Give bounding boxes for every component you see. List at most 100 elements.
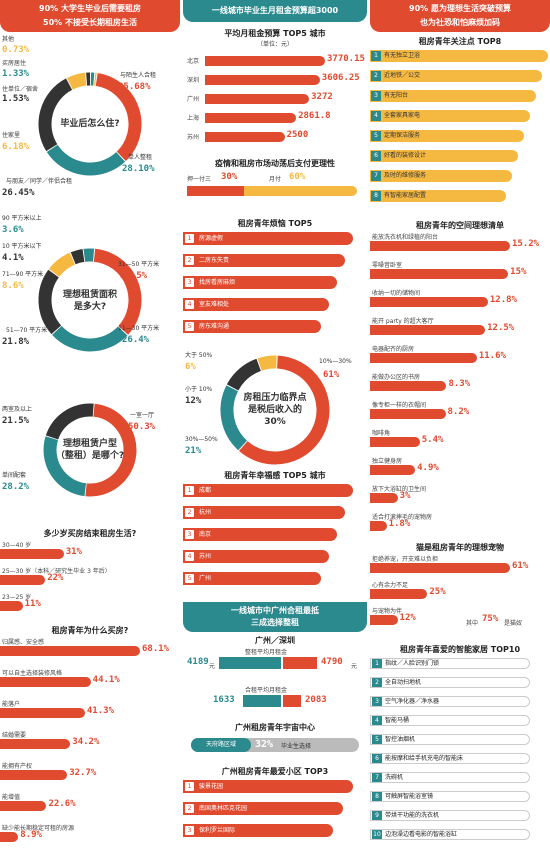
rank-label: 成都 <box>199 487 212 494</box>
donut-slice <box>226 358 262 391</box>
budget-bar <box>205 132 285 142</box>
rank-number: 10 <box>372 830 382 839</box>
donut-center-text: 理想租赁面积 是多大? <box>40 289 140 313</box>
bar-value: 32.7% <box>69 768 97 778</box>
pet-note-value: 75% <box>482 614 499 624</box>
bar-value: 15% <box>510 267 527 277</box>
pet-bar <box>370 589 428 599</box>
bar-label: 零噪音卧室 <box>372 262 403 269</box>
estate-title: 广州租房青年最爱小区 TOP3 <box>221 767 329 776</box>
donut-slice <box>85 403 137 497</box>
rank-label: 能按摩和给手机充电的智能床 <box>385 755 464 762</box>
pet-value: 12% <box>399 613 416 623</box>
rank-label: 及时的维修服务 <box>384 172 427 179</box>
housing-donut-section: 与陌生人合租 35.68% 单人整租 28.10% 与朋友／同学／伴侣合租 26.45% 住… <box>0 36 180 198</box>
donut-center-text: 房租压力临界点 是税后收入的 30% <box>225 392 325 428</box>
gz-rent-section: 广州／深圳 整租平均月租金 4189 4790 合租平均月租金 1633 2083 元 元 <box>183 635 367 735</box>
pet-label: 拒绝养宠，开支难以负担 <box>372 556 439 563</box>
rank-label: 定期保洁服务 <box>384 132 421 139</box>
rank-item: 7 及时的维修服务 <box>370 170 512 182</box>
rank-number: 3 <box>372 697 382 706</box>
bar <box>0 801 47 811</box>
rank-number: 2 <box>371 71 381 81</box>
donut-label: 10%—30% <box>319 358 352 365</box>
donut-slice <box>38 269 62 335</box>
rank-number: 1 <box>185 486 194 495</box>
gz-share-bar-a <box>243 695 281 707</box>
budget-bar <box>205 56 325 66</box>
gz-banner-line1: 一线城市中广州合租最抵 <box>231 606 319 615</box>
rank-item: 1 房源虚假 <box>183 232 353 245</box>
gz-unit-a: 元 <box>209 663 216 670</box>
worry-title: 租房青年烦恼 TOP5 <box>237 219 313 228</box>
center-title: 广州租房青年宇宙中心 <box>235 723 315 732</box>
rank-item: 2 二房东失责 <box>183 254 345 267</box>
right-banner-line2: 也为社恐和怕麻烦加码 <box>420 18 500 27</box>
rank-number: 8 <box>371 191 381 201</box>
rank-number: 1 <box>372 659 382 668</box>
bar-value: 22% <box>47 573 64 583</box>
rank-label: 有无独立卫浴 <box>384 52 421 59</box>
gz-rent-b: 4790 <box>321 657 343 667</box>
budget-bar <box>205 113 297 123</box>
rank-number: 7 <box>372 773 382 782</box>
payment-section: 疫情和租房市场动荡后支付更理性 押一付三 30% 月付 60% <box>183 158 367 208</box>
gz-share-a: 1633 <box>213 695 235 705</box>
bar-value: 12.5% <box>487 323 515 333</box>
pet-note-suffix: 是猫奴 <box>504 620 523 627</box>
rank-item: 7 洗碗机 <box>370 772 530 783</box>
city-label: 北京 <box>187 58 200 65</box>
bar <box>370 521 387 531</box>
bar-value: 34.2% <box>72 737 100 747</box>
bar-label: 收纳一切的储物间 <box>372 290 421 297</box>
budget-bar <box>205 94 310 104</box>
pressure-donut-chart <box>220 355 330 465</box>
bar <box>370 409 446 419</box>
city-label: 深圳 <box>187 77 200 84</box>
space-section: 租房青年的空间理想清单 能放洗衣机和绿植的阳台 15.2% 零噪音卧室 15% 收纳一切… <box>370 220 550 542</box>
donut-label: 与陌生人合租 <box>120 72 157 79</box>
donut-value: 26.45% <box>2 188 35 198</box>
left-banner-line2: 50% 不接受长期租房生活 <box>43 18 137 27</box>
rank-label: 可触屏智能浴室镜 <box>385 793 434 800</box>
bar-value: 12.8% <box>489 295 517 305</box>
bar <box>370 325 486 335</box>
bar <box>0 677 91 687</box>
bar-label: 能开 party 的超大客厅 <box>372 318 434 325</box>
rank-number: 2 <box>185 804 194 813</box>
middle-banner: 一线城市毕业生月租金预算超3000 <box>183 0 367 22</box>
donut-center-line: 理想租赁户型 <box>62 439 117 449</box>
donut-value: 26.4% <box>122 335 150 345</box>
gz-rent-title: 广州／深圳 <box>255 636 295 645</box>
donut-slice <box>239 355 330 465</box>
donut-slice <box>220 385 248 451</box>
rank-item: 4 智能马桶 <box>370 715 530 726</box>
center-value: 32% <box>255 739 274 750</box>
bar-label: 23—25 岁 <box>2 594 32 601</box>
rank-item: 8 有智能家居配置 <box>370 190 506 202</box>
rank-item: 10 边泡澡边看电影的智能浴缸 <box>370 829 530 840</box>
buy-age-title: 多少岁买房结束租房生活? <box>43 529 137 538</box>
donut-center-line: 毕业后怎么住? <box>60 119 120 129</box>
rank-item: 4 全套家具家电 <box>370 110 530 122</box>
payment-title: 疫情和租房市场动荡后支付更理性 <box>215 159 335 168</box>
rank-number: 3 <box>185 826 194 835</box>
donut-center-line: 房租压力临界点 <box>243 393 307 403</box>
rank-item: 5 定期保洁服务 <box>370 130 524 142</box>
donut-value: 35.68% <box>118 82 151 92</box>
rank-number: 6 <box>371 151 381 161</box>
rank-number: 4 <box>185 300 194 309</box>
center-bar: 天府路区域 32% 毕业生选择 <box>191 738 359 752</box>
gz-banner-line2: 三成选择整租 <box>251 618 299 627</box>
rank-label: 房东难沟通 <box>199 323 230 330</box>
donut-label: 买房居住 <box>2 60 27 67</box>
bar-label: 可以自主选择装修风格 <box>2 670 63 677</box>
rank-item: 1 骏景花园 <box>183 780 353 793</box>
rank-item: 5 房东难沟通 <box>183 320 321 333</box>
rank-label: 好看的装修设计 <box>384 152 427 159</box>
bar-label: 咖啡角 <box>372 430 391 437</box>
budget-value: 3606.25 <box>321 73 360 83</box>
column-right: 90% 愿为理想生活突破预算 也为社恐和怕麻烦加码 租房青年关注点 TOP8 1… <box>370 0 550 840</box>
budget-value: 3272 <box>311 92 333 102</box>
donut-value: 28.10% <box>122 164 155 174</box>
